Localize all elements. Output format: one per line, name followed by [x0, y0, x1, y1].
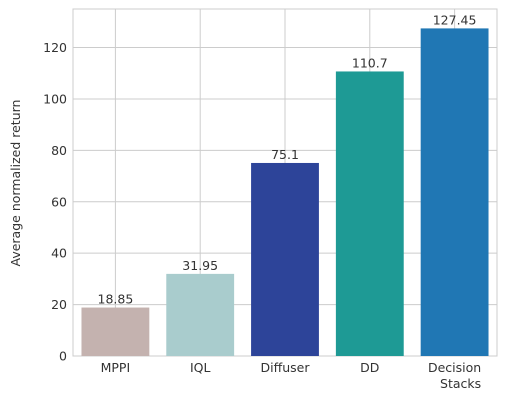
y-axis-label: Average normalized return	[8, 100, 23, 267]
y-tick-label: 80	[51, 143, 67, 158]
value-labels: 18.85 31.95 75.1 110.7 127.45	[98, 12, 477, 306]
bar-value-label: 127.45	[433, 12, 477, 27]
y-tick-label: 40	[51, 246, 67, 261]
x-tick-label: DD	[360, 360, 379, 375]
y-tick-label: 100	[43, 91, 67, 106]
bar-value-label: 75.1	[271, 147, 299, 162]
x-tick-label: MPPI	[101, 360, 131, 375]
bar-value-label: 110.7	[352, 55, 388, 70]
bar	[251, 162, 319, 356]
x-tick-label: Decision	[428, 360, 481, 375]
y-tick-label: 60	[51, 194, 67, 209]
y-axis-ticks: 0 20 40 60 80 100 120	[43, 40, 67, 363]
x-tick-label: Stacks	[440, 376, 481, 391]
bar-value-label: 18.85	[98, 292, 134, 307]
bar	[420, 28, 489, 356]
bar-value-label: 31.95	[182, 258, 218, 273]
bar	[335, 71, 404, 357]
bar	[166, 273, 235, 356]
y-tick-label: 0	[59, 349, 67, 364]
y-tick-label: 120	[43, 40, 67, 55]
y-tick-label: 20	[51, 297, 67, 312]
bars	[81, 28, 489, 357]
bar	[81, 307, 150, 356]
x-tick-label: Diffuser	[261, 360, 311, 375]
x-tick-label: IQL	[190, 360, 211, 375]
